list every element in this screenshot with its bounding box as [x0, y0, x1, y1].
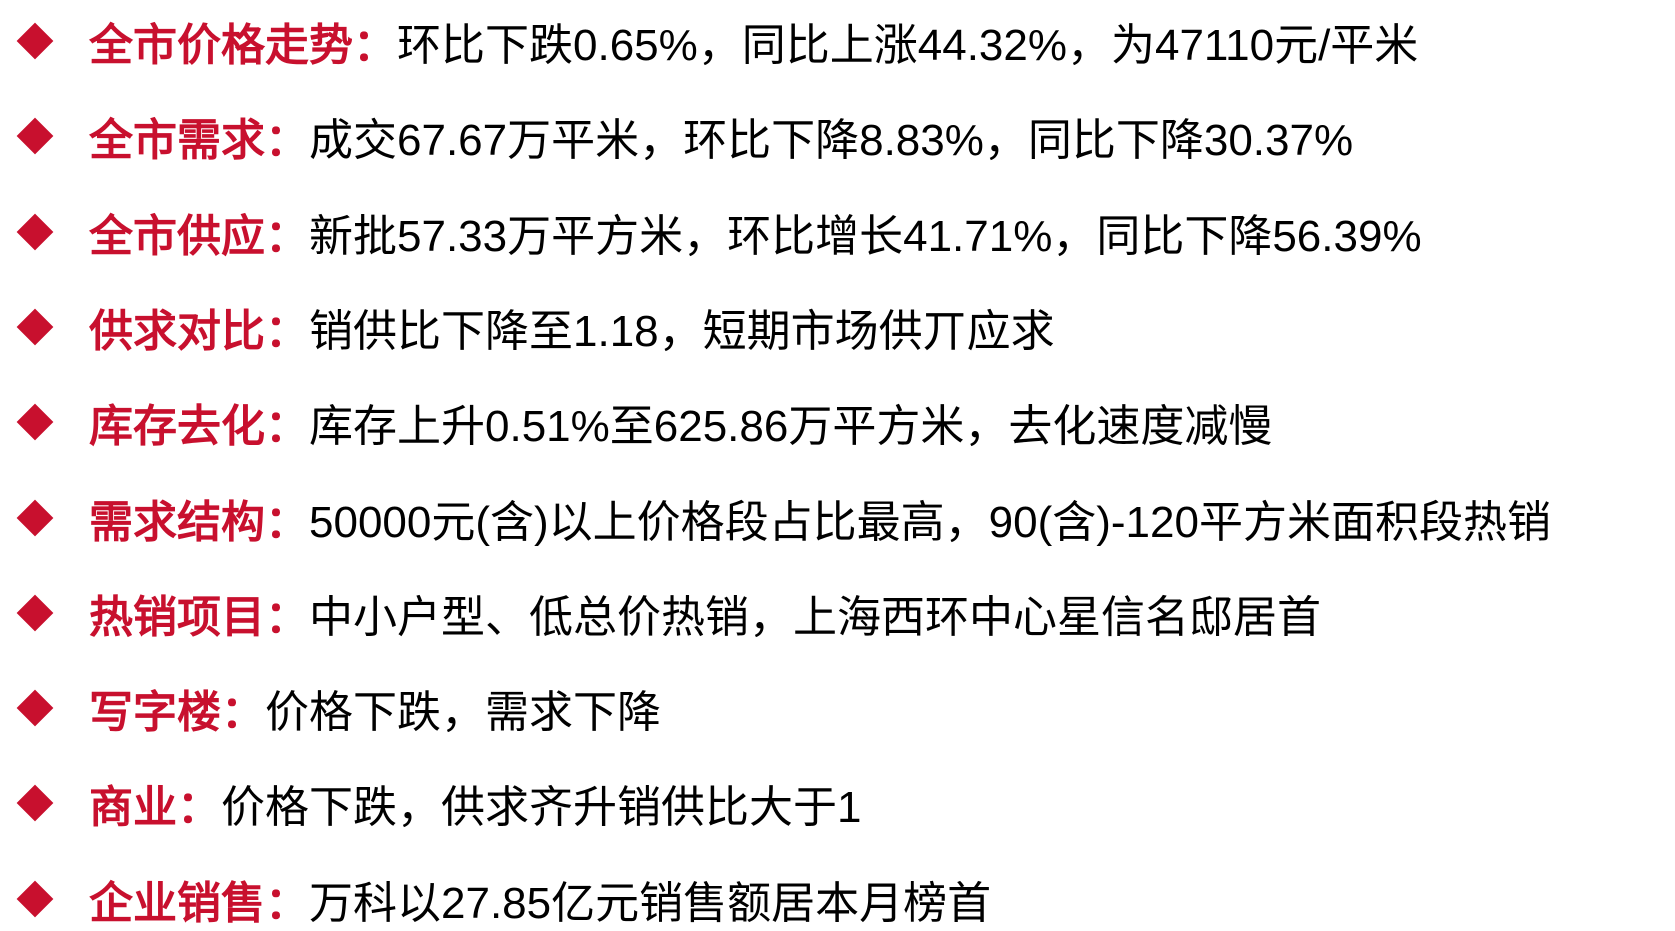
- item-text: 环比下跌0.65%，同比上涨44.32%，为47110元/平米: [397, 21, 1419, 70]
- bullet-diamond: [16, 213, 54, 250]
- item-text: 新批57.33万平方米，环比增长41.71%，同比下降56.39%: [309, 211, 1422, 261]
- bullet-diamond: [16, 117, 54, 155]
- list-item: 全市价格走势： 环比下跌0.65%，同比上涨44.32%，为47110元/平米: [0, 11, 1418, 71]
- item-label: 全市需求：: [89, 116, 309, 166]
- list-item: 全市需求： 成交67.67万平米，环比下降8.83%，同比下降30.37%: [0, 106, 1353, 166]
- list-item: 企业销售： 万科以27.85亿元销售额居本月榜首: [0, 869, 991, 929]
- bullet-diamond: [16, 403, 54, 441]
- bullet-diamond: [16, 594, 54, 632]
- item-label: 写字楼：: [89, 688, 265, 738]
- bullet-diamond: [16, 785, 54, 822]
- item-text: 价格下跌，需求下降: [265, 688, 661, 738]
- list-item: 需求结构： 50000元(含)以上价格段占比最高，90(含)-120平方米面积段热…: [0, 488, 1551, 548]
- item-text: 库存上升0.51%至625.86万平方米，去化速度减慢: [309, 402, 1273, 452]
- list-item: 商业： 价格下跌，供求齐升销供比大于1: [0, 773, 861, 833]
- item-text: 销供比下降至1.18，短期市场供丌应求: [309, 306, 1055, 356]
- item-label: 库存去化：: [89, 402, 309, 452]
- list-item: 热销项目： 中小户型、低总价热销，上海西环中心星信名邸居首: [0, 583, 1321, 643]
- item-label: 商业：: [89, 783, 221, 833]
- item-label: 全市供应：: [89, 211, 309, 261]
- item-text: 中小户型、低总价热销，上海西环中心星信名邸居首: [309, 592, 1321, 642]
- item-label: 需求结构：: [89, 497, 309, 547]
- list-item: 供求对比： 销供比下降至1.18，短期市场供丌应求: [0, 297, 1055, 357]
- item-label: 企业销售：: [89, 878, 309, 928]
- item-text: 价格下跌，供求齐升销供比大于1: [221, 783, 862, 833]
- list-item: 写字楼： 价格下跌，需求下降: [0, 678, 661, 738]
- bullet-diamond: [16, 308, 54, 346]
- item-label: 供求对比：: [89, 306, 309, 356]
- item-label: 热销项目：: [89, 592, 309, 642]
- list-item: 库存去化： 库存上升0.51%至625.86万平方米，去化速度减慢: [0, 392, 1272, 452]
- item-text: 50000元(含)以上价格段占比最高，90(含)-120平方米面积段热销: [309, 497, 1551, 547]
- item-text: 成交67.67万平米，环比下降8.83%，同比下降30.37%: [309, 116, 1354, 166]
- list-item: 全市供应： 新批57.33万平方米，环比增长41.71%，同比下降56.39%: [0, 202, 1422, 262]
- bullet-diamond: [16, 689, 54, 727]
- bullet-diamond: [16, 880, 54, 918]
- bullet-diamond: [16, 499, 54, 536]
- item-label: 全市价格走势：: [89, 21, 397, 70]
- item-text: 万科以27.85亿元销售额居本月榜首: [309, 878, 992, 928]
- bullet-diamond: [16, 22, 54, 60]
